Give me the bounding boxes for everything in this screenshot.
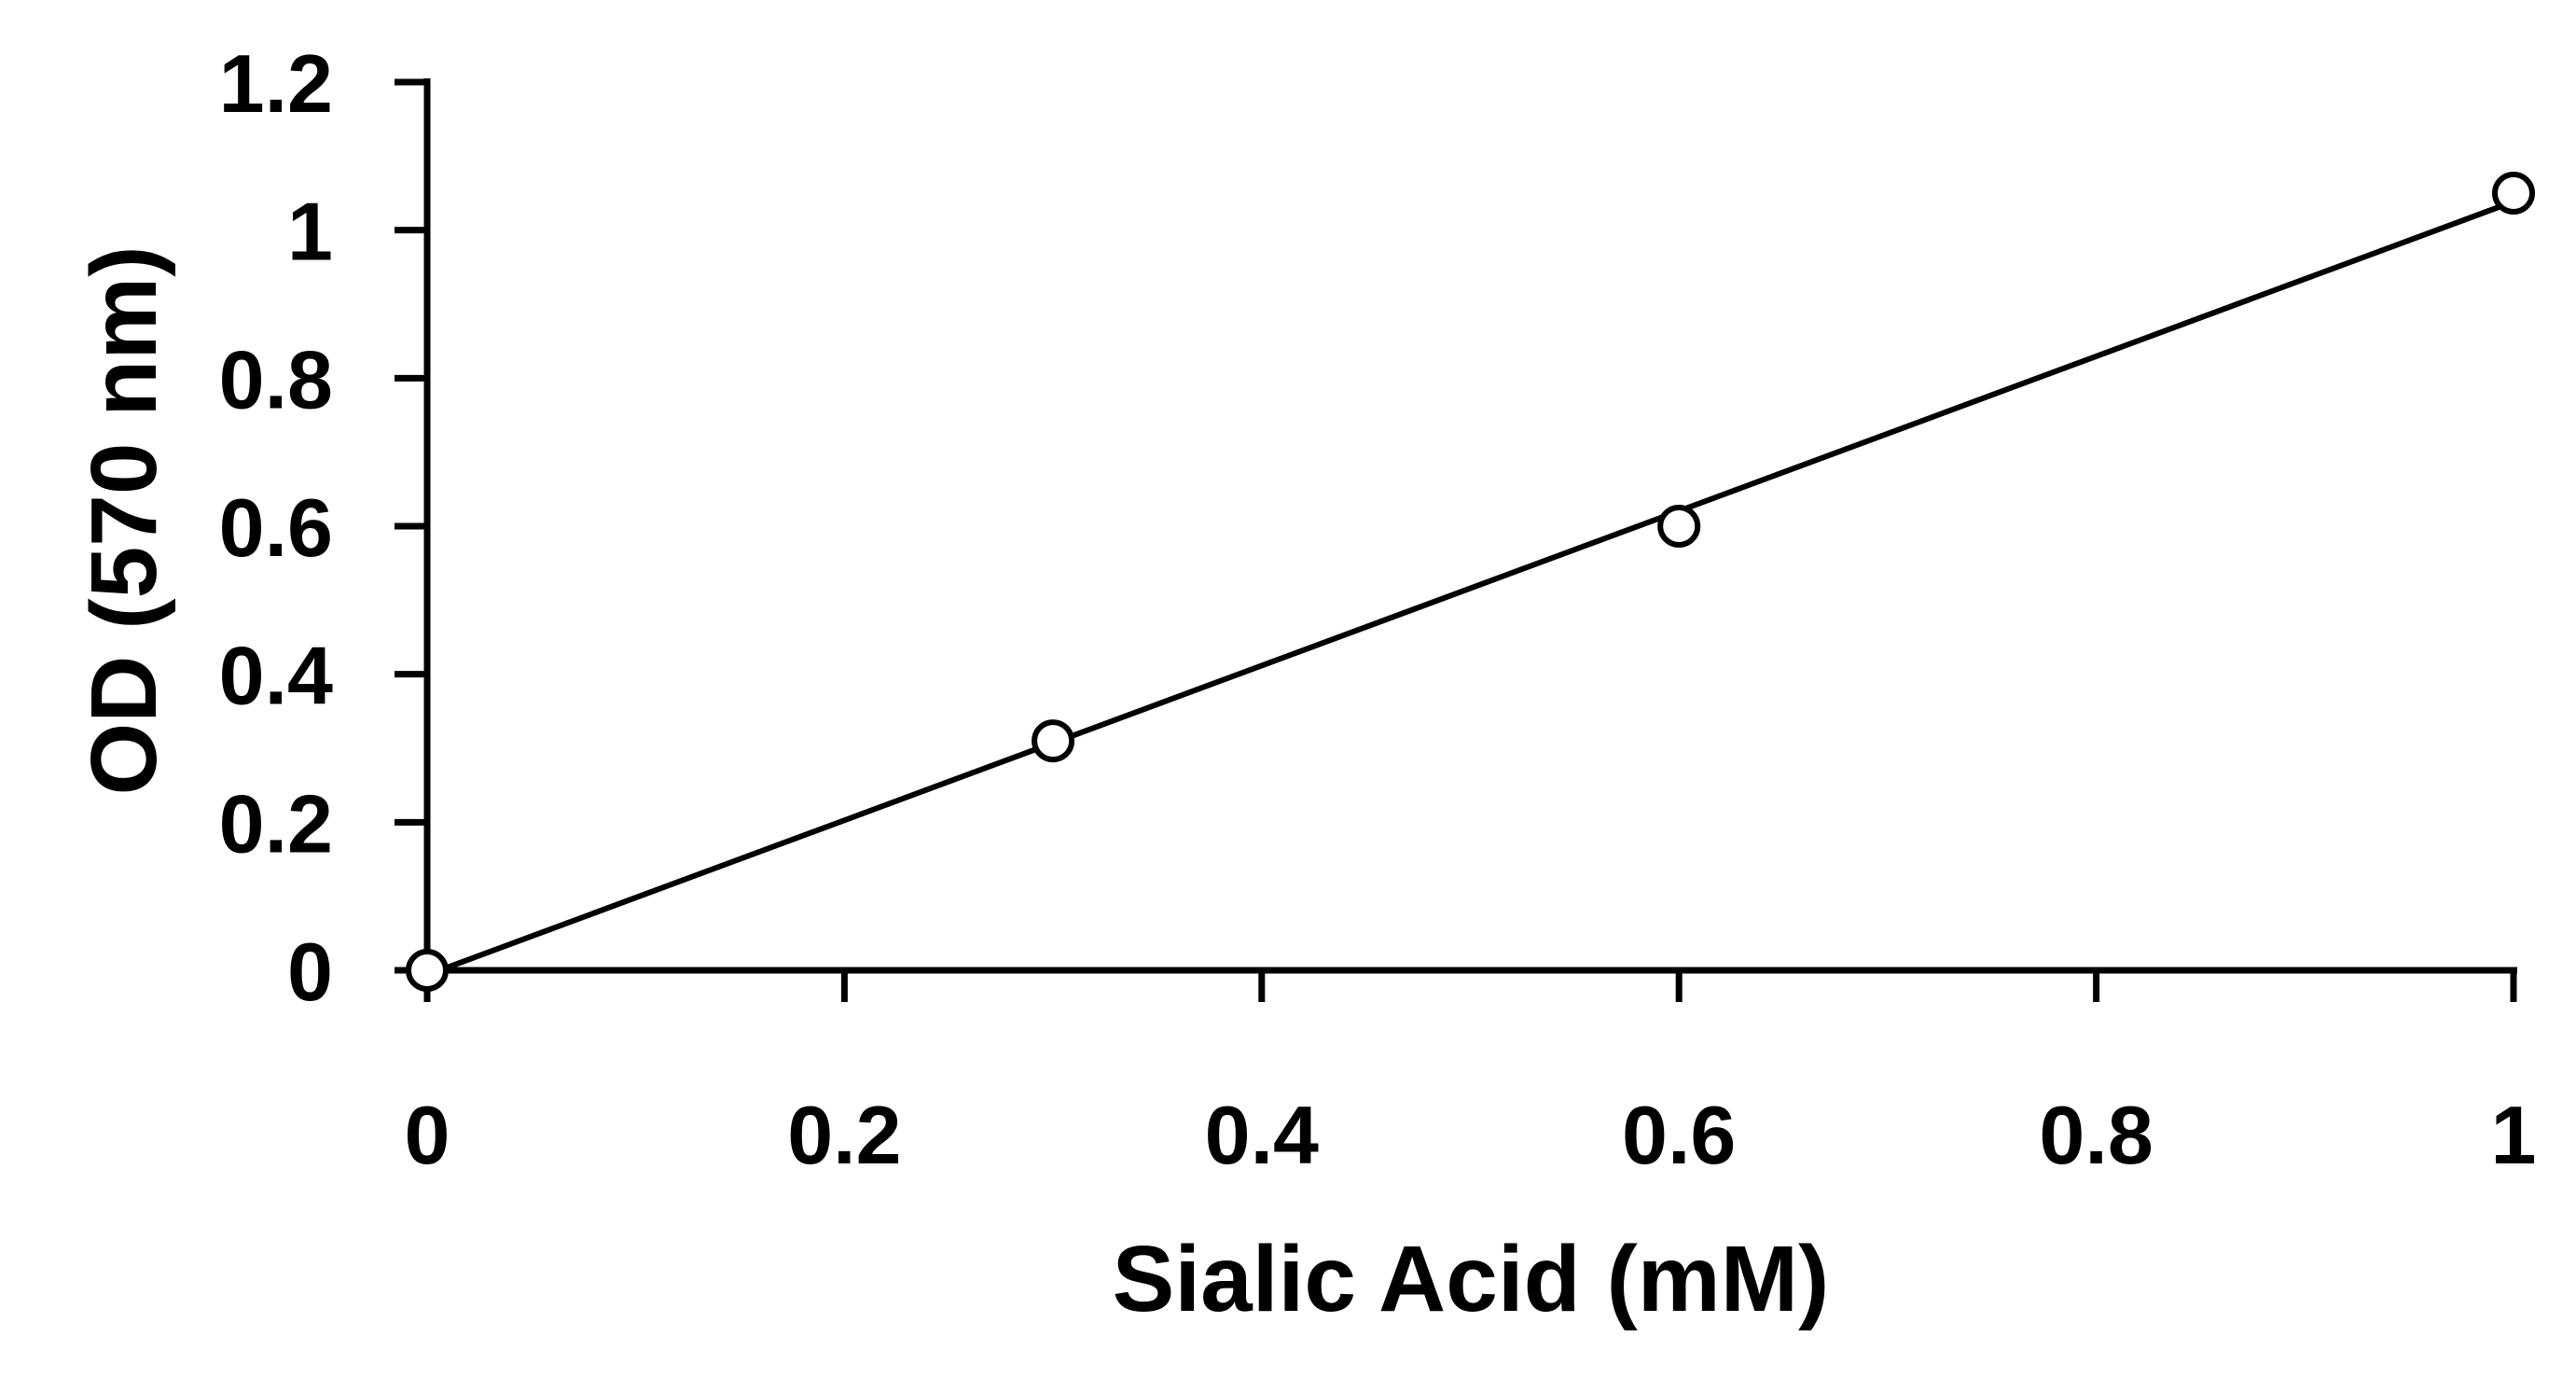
data-point xyxy=(1032,719,1075,763)
y-tick-label: 0.4 xyxy=(219,630,333,722)
x-tick-label: 0 xyxy=(405,1089,450,1181)
y-axis-title: OD (570 nm) xyxy=(72,245,176,795)
y-tick-label: 0.8 xyxy=(219,333,333,425)
x-tick-label: 0.8 xyxy=(2039,1089,2153,1181)
linear-trendline xyxy=(425,199,2515,978)
y-tick-label: 0.2 xyxy=(219,777,333,870)
x-axis-ticks: 0 0.2 0.4 0.6 0.8 1 xyxy=(405,970,2537,1181)
x-tick-label: 1 xyxy=(2491,1089,2537,1181)
y-tick-label: 0.6 xyxy=(219,481,333,574)
y-tick-label: 1 xyxy=(287,186,333,278)
y-tick-label: 1.2 xyxy=(219,37,333,130)
x-axis-title: Sialic Acid (mM) xyxy=(1113,1227,1830,1331)
x-tick-label: 0.4 xyxy=(1205,1089,1319,1181)
data-point xyxy=(406,949,449,992)
axes xyxy=(395,78,2517,996)
y-axis-ticks: 0 0.2 0.4 0.6 0.8 1 1.2 xyxy=(219,37,427,1018)
data-point xyxy=(2492,172,2535,215)
trendline-layer xyxy=(425,199,2515,978)
data-points xyxy=(406,172,2535,992)
data-point xyxy=(1657,505,1701,548)
x-tick-label: 0.6 xyxy=(1622,1089,1736,1181)
y-tick-label: 0 xyxy=(287,926,333,1018)
x-tick-label: 0.2 xyxy=(787,1089,901,1181)
